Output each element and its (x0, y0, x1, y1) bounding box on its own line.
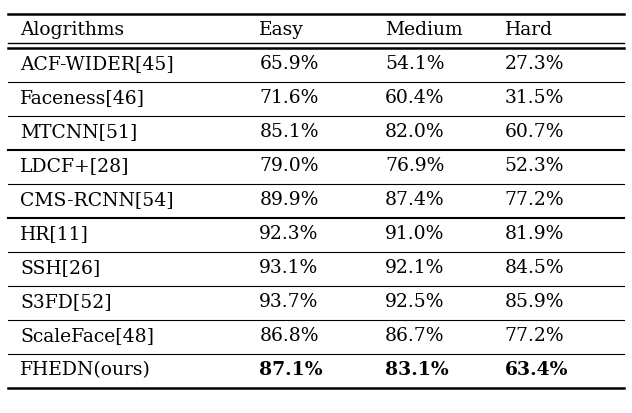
Text: 85.1%: 85.1% (259, 123, 319, 141)
Text: LDCF+[28]: LDCF+[28] (20, 157, 130, 175)
Text: FHEDN(ours): FHEDN(ours) (20, 361, 151, 378)
Text: S3FD[52]: S3FD[52] (20, 293, 112, 311)
Text: 92.5%: 92.5% (386, 293, 445, 311)
Text: 86.8%: 86.8% (259, 327, 319, 344)
Text: HR[11]: HR[11] (20, 225, 89, 243)
Text: Faceness[46]: Faceness[46] (20, 89, 145, 107)
Text: 31.5%: 31.5% (505, 89, 564, 107)
Text: 86.7%: 86.7% (386, 327, 445, 344)
Text: 93.1%: 93.1% (259, 259, 319, 277)
Text: Alogrithms: Alogrithms (20, 21, 125, 39)
Text: 92.1%: 92.1% (386, 259, 444, 277)
Text: 87.1%: 87.1% (259, 361, 323, 378)
Text: 93.7%: 93.7% (259, 293, 319, 311)
Text: 92.3%: 92.3% (259, 225, 319, 243)
Text: 81.9%: 81.9% (505, 225, 564, 243)
Text: 71.6%: 71.6% (259, 89, 319, 107)
Text: 85.9%: 85.9% (505, 293, 564, 311)
Text: 89.9%: 89.9% (259, 191, 319, 209)
Text: 52.3%: 52.3% (505, 157, 564, 175)
Text: 91.0%: 91.0% (386, 225, 444, 243)
Text: 65.9%: 65.9% (259, 55, 319, 73)
Text: 82.0%: 82.0% (386, 123, 445, 141)
Text: 87.4%: 87.4% (386, 191, 445, 209)
Text: 83.1%: 83.1% (386, 361, 449, 378)
Text: ScaleFace[48]: ScaleFace[48] (20, 327, 154, 344)
Text: MTCNN[51]: MTCNN[51] (20, 123, 138, 141)
Text: 63.4%: 63.4% (505, 361, 568, 378)
Text: 54.1%: 54.1% (386, 55, 445, 73)
Text: Easy: Easy (259, 21, 304, 39)
Text: Hard: Hard (505, 21, 553, 39)
Text: 77.2%: 77.2% (505, 327, 564, 344)
Text: 27.3%: 27.3% (505, 55, 564, 73)
Text: Medium: Medium (386, 21, 463, 39)
Text: 77.2%: 77.2% (505, 191, 564, 209)
Text: CMS-RCNN[54]: CMS-RCNN[54] (20, 191, 174, 209)
Text: 76.9%: 76.9% (386, 157, 444, 175)
Text: 84.5%: 84.5% (505, 259, 564, 277)
Text: SSH[26]: SSH[26] (20, 259, 100, 277)
Text: 79.0%: 79.0% (259, 157, 319, 175)
Text: ACF-WIDER[45]: ACF-WIDER[45] (20, 55, 174, 73)
Text: 60.7%: 60.7% (505, 123, 564, 141)
Text: 60.4%: 60.4% (386, 89, 445, 107)
